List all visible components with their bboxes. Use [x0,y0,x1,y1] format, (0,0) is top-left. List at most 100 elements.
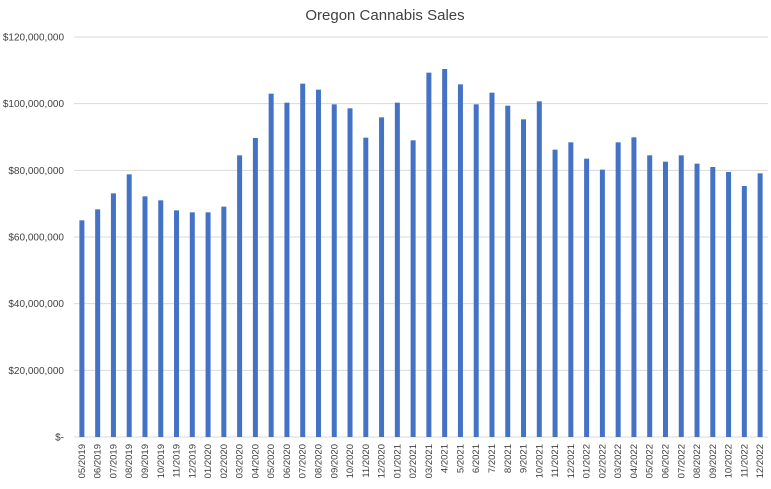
bar [473,104,479,437]
bar [205,212,211,437]
bar [662,161,668,437]
x-tick-label: 9/2021 [519,444,530,473]
x-tick-label: 12/2020 [377,444,388,478]
x-axis: 05/2019 06/2019 07/2019 08/2019 09/2019 10/20… [77,444,766,478]
x-tick-label: 06/2022 [660,444,671,478]
bar [237,155,243,438]
bar [552,149,558,437]
x-tick-label: 07/2019 [108,444,119,478]
bar [741,186,747,437]
bar [568,142,574,438]
x-tick-label: 11/2020 [361,444,372,478]
x-tick-label: 07/2020 [298,444,309,478]
y-tick-label: $- [55,433,64,444]
x-tick-label: 07/2022 [676,444,687,478]
x-tick-label: 05/2022 [645,444,656,478]
x-tick-label: 05/2019 [77,444,88,478]
x-tick-label: 02/2021 [408,444,419,478]
y-axis: $- $20,000,000 $40,000,000 $60,000,000 $80,0… [3,33,65,444]
x-tick-label: 01/2021 [392,444,403,478]
chart-title: Oregon Cannabis Sales [305,7,464,24]
x-tick-label: 4/2021 [440,444,451,473]
y-tick-label: $20,000,000 [8,366,64,377]
bar [489,92,495,438]
y-tick-label: $60,000,000 [8,233,64,244]
bar [300,83,306,438]
bar [126,174,132,438]
x-tick-label: 08/2019 [124,444,135,478]
y-tick-label: $100,000,000 [3,99,65,110]
bar [726,172,732,437]
bar [442,69,448,437]
x-tick-label: 8/2021 [503,444,514,473]
x-tick-label: 09/2020 [329,444,340,478]
x-tick-label: 5/2021 [455,444,466,473]
bar [174,210,180,437]
x-tick-label: 02/2020 [219,444,230,478]
x-tick-label: 08/2022 [692,444,703,478]
bar [189,212,195,437]
bar [678,155,684,438]
bar [379,117,385,437]
x-tick-label: 09/2022 [708,444,719,478]
bar [79,220,85,437]
x-tick-label: 01/2020 [203,444,214,478]
bar [710,167,716,437]
bar [363,137,369,437]
bar [142,196,148,437]
bar [158,200,164,437]
x-tick-label: 11/2019 [172,444,183,478]
x-tick-label: 03/2021 [424,444,435,478]
x-tick-label: 05/2020 [266,444,277,478]
bar [615,142,621,438]
x-tick-label: 12/2019 [187,444,198,478]
bar [110,193,116,437]
bar [394,102,400,438]
x-tick-label: 11/2022 [739,444,750,478]
y-tick-label: $40,000,000 [8,299,64,310]
gridlines [74,36,768,438]
bar [252,138,258,437]
x-tick-label: 09/2019 [140,444,151,478]
bar [584,158,590,437]
bar [457,84,463,437]
bar [694,163,700,437]
x-tick-label: 02/2022 [597,444,608,478]
x-tick-label: 04/2020 [250,444,261,478]
bar-series [79,69,763,438]
bar [599,169,605,437]
y-tick-label: $120,000,000 [3,33,65,44]
x-tick-label: 04/2022 [629,444,640,478]
bar [426,72,432,438]
bar [284,102,290,438]
bar [268,93,274,438]
x-tick-label: 06/2019 [93,444,104,478]
x-tick-label: 11/2021 [550,444,561,478]
bar [647,155,653,438]
bar [347,108,353,437]
x-tick-label: 06/2020 [282,444,293,478]
bar [631,137,637,438]
bar [410,140,416,438]
bar [221,206,227,437]
x-tick-label: 03/2022 [613,444,624,478]
bar [757,173,763,438]
bar [95,209,101,437]
x-tick-label: 03/2020 [235,444,246,478]
x-tick-label: 12/2022 [755,444,766,478]
bar [315,89,321,438]
x-tick-label: 08/2020 [313,444,324,478]
x-tick-label: 10/2021 [534,444,545,478]
x-tick-label: 10/2019 [156,444,167,478]
y-tick-label: $80,000,000 [8,166,64,177]
x-tick-label: 10/2022 [724,444,735,478]
x-tick-label: 7/2021 [487,444,498,473]
bar [505,105,511,438]
bar [521,119,527,437]
x-tick-label: 01/2022 [582,444,593,478]
x-tick-label: 10/2020 [345,444,356,478]
bar [536,101,542,437]
x-tick-label: 6/2021 [471,444,482,473]
bar [331,104,337,437]
